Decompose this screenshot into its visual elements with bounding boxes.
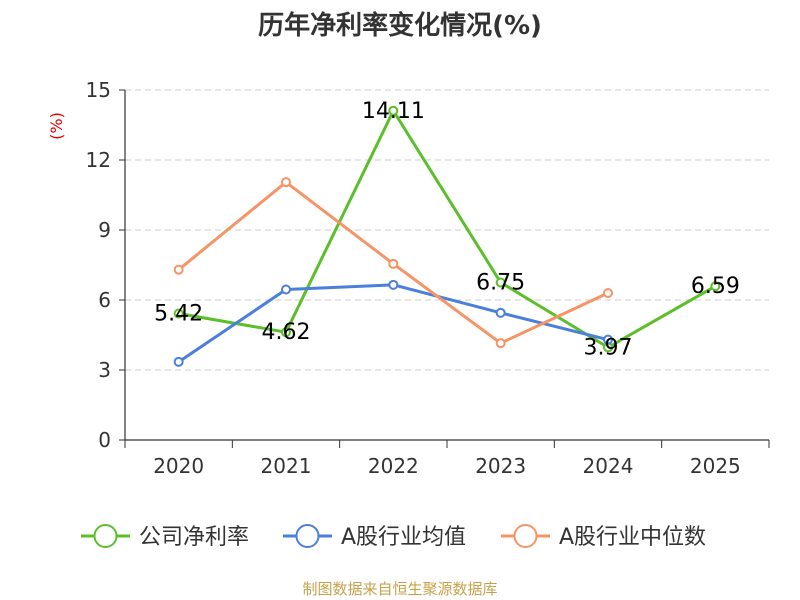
data-point-series-2 [173, 356, 184, 367]
data-label: 4.62 [262, 320, 311, 345]
data-label: 14.11 [362, 99, 425, 124]
legend-marker-3 [513, 524, 538, 548]
x-tick-label: 2020 [153, 454, 204, 478]
legend-label-3: A股行业中位数 [559, 525, 706, 550]
series-line-1 [178, 109, 717, 349]
data-point-series-3 [603, 288, 613, 298]
data-point-series-1 [173, 308, 184, 319]
data-point-series-3 [495, 338, 506, 349]
data-point-series-3 [281, 177, 291, 188]
data-label: 6.75 [476, 271, 525, 296]
source-note: 制图数据来自恒生聚源数据库 [302, 580, 498, 598]
data-label: 3.97 [584, 335, 633, 360]
y-tick-label: 9 [98, 218, 111, 242]
y-tick-label: 15 [86, 78, 111, 102]
data-point-series-2 [495, 307, 506, 318]
legend-label-2: A股行业均值 [341, 525, 466, 550]
data-point-series-2 [388, 279, 399, 290]
legend-label-1: 公司净利率 [139, 525, 249, 550]
data-point-series-1 [281, 327, 291, 338]
legend-marker-2 [295, 524, 320, 548]
y-tick-label: 6 [98, 288, 111, 312]
x-tick-label: 2021 [261, 454, 312, 478]
x-tick-label: 2022 [368, 454, 419, 478]
data-label: 6.59 [691, 274, 740, 299]
data-point-series-2 [281, 284, 291, 295]
data-point-series-2 [603, 334, 613, 345]
y-axis-unit-label: (%) [47, 112, 66, 140]
data-point-series-3 [388, 258, 399, 269]
legend-marker-1 [93, 524, 118, 548]
data-point-series-1 [388, 105, 399, 116]
data-label: 5.42 [154, 302, 203, 327]
x-tick-label: 2025 [690, 454, 741, 478]
chart-title: 历年净利率变化情况(%) [258, 11, 542, 41]
data-point-series-1 [495, 277, 506, 288]
x-tick-label: 2023 [475, 454, 526, 478]
x-tick-label: 2024 [583, 454, 634, 478]
y-tick-label: 0 [98, 428, 111, 452]
data-point-series-3 [173, 264, 184, 275]
y-tick-label: 3 [98, 358, 111, 382]
y-tick-label: 12 [86, 148, 111, 172]
data-point-series-1 [710, 281, 721, 292]
